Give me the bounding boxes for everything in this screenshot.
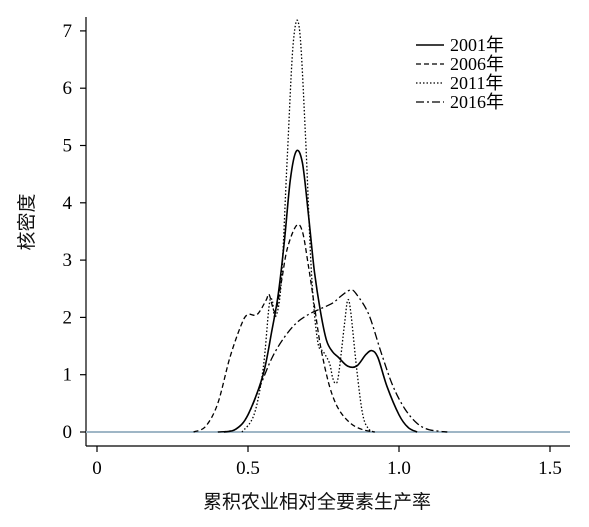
- y-tick-label: 5: [63, 136, 73, 157]
- x-axis-title: 累积农业相对全要素生产率: [203, 491, 431, 513]
- y-tick-label: 3: [63, 250, 73, 271]
- x-tick-label: 1.0: [387, 458, 411, 479]
- series-layer: [193, 19, 448, 433]
- x-ticks: 0 0.5 1.0 1.5: [92, 446, 562, 479]
- y-tick-label: 2: [63, 307, 73, 328]
- x-tick-label: 1.5: [538, 458, 562, 479]
- y-ticks: 0 1 2 3 4 5 6 7: [63, 21, 86, 443]
- y-tick-label: 0: [63, 422, 73, 443]
- legend-label: 2011年: [450, 73, 503, 93]
- series-line-2006年: [193, 223, 375, 433]
- legend-label: 2006年: [450, 54, 504, 74]
- legend-label: 2016年: [450, 92, 504, 112]
- x-tick-label: 0: [92, 458, 102, 479]
- y-tick-label: 1: [63, 365, 73, 386]
- x-tick-label: 0.5: [236, 458, 260, 479]
- y-tick-label: 6: [63, 78, 73, 99]
- legend-label: 2001年: [450, 35, 504, 55]
- y-tick-label: 7: [63, 21, 73, 42]
- y-tick-label: 4: [63, 193, 73, 214]
- series-line-2001年: [223, 149, 418, 433]
- series-line-2016年: [217, 289, 448, 433]
- y-axis-title: 核密度: [16, 193, 38, 250]
- series-line-2011年: [241, 19, 376, 433]
